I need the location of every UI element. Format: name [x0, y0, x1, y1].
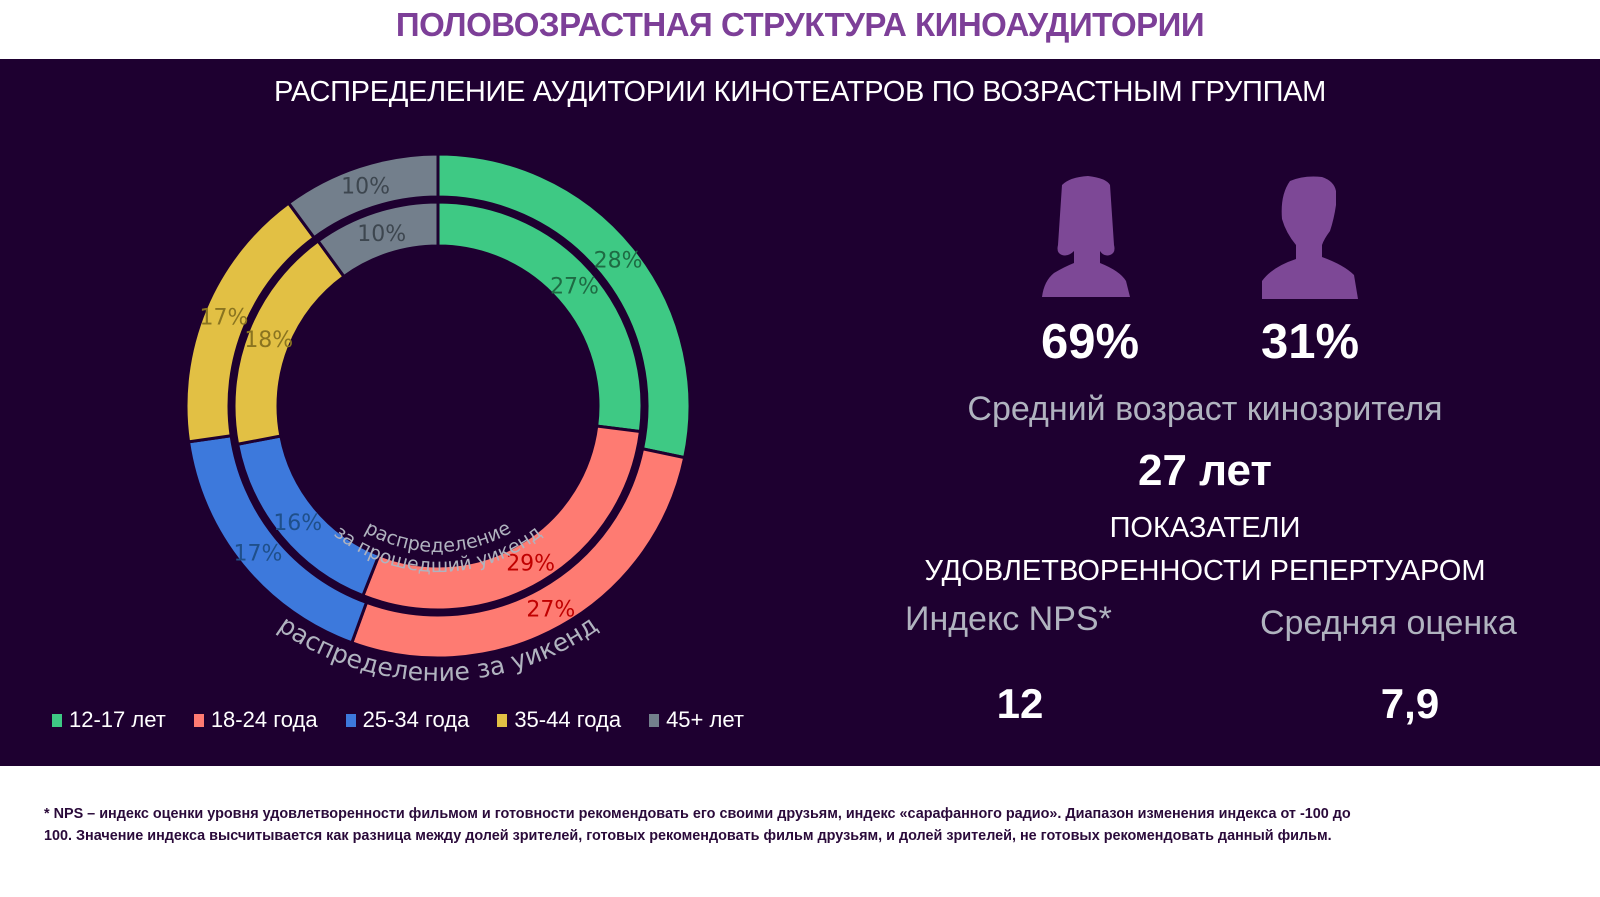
outer-slice-45+: [286, 152, 440, 240]
inner-slice-label: 18%: [244, 328, 293, 353]
rating-value: 7,9: [1380, 680, 1440, 727]
double-donut-chart: 28%27%17%17%10%27%29%16%18%10% распредел…: [184, 152, 692, 687]
inner-ring: [232, 200, 644, 612]
male-silhouette-icon: [1262, 176, 1358, 299]
legend-swatch: [345, 713, 356, 727]
legend-item: 35-44 года: [497, 707, 621, 733]
legend-label: 12-17 лет: [69, 707, 166, 732]
slice-labels: 28%27%17%17%10%27%29%16%18%10%: [200, 175, 643, 623]
legend-label: 25-34 года: [362, 707, 470, 732]
inner-slice-label: 16%: [273, 511, 322, 536]
outer-slice-label: 17%: [200, 305, 249, 330]
legend-swatch: [193, 713, 204, 727]
satisfaction-title-line1: ПОКАЗАТЕЛИ: [1109, 512, 1301, 544]
outer-slice-label: 28%: [594, 249, 643, 274]
chart-legend: 12-17 лет 18-24 года 25-34 года 35-44 го…: [52, 707, 744, 733]
avg-age-label: Средний возраст кинозрителя: [967, 390, 1443, 428]
legend-label: 35-44 года: [514, 707, 622, 732]
female-share: 69%: [1040, 315, 1140, 369]
legend-swatch: [497, 713, 508, 727]
footnote-line2: 100. Значение индекса высчитывается как …: [44, 828, 1332, 844]
nps-label: Индекс NPS*: [905, 600, 1112, 638]
legend-label: 45+ лет: [666, 707, 744, 732]
female-silhouette-icon: [1042, 176, 1130, 297]
legend-item: 25-34 года: [345, 707, 470, 733]
chart-title: РАСПРЕДЕЛЕНИЕ АУДИТОРИИ КИНОТЕАТРОВ ПО В…: [273, 76, 1327, 108]
legend-swatch: [649, 713, 660, 727]
outer-slice-label: 10%: [341, 175, 390, 200]
footnote-line1: * NPS – индекс оценки уровня удовлетворе…: [44, 806, 1351, 822]
footnote: * NPS – индекс оценки уровня удовлетворе…: [44, 803, 1564, 847]
legend-swatch: [52, 713, 62, 727]
outer-slice-label: 17%: [233, 541, 282, 566]
avg-age-value: 27 лет: [1138, 446, 1272, 495]
legend-item: 12-17 лет: [52, 707, 166, 733]
inner-slice-label: 29%: [506, 552, 555, 577]
legend-item: 45+ лет: [649, 707, 744, 733]
outer-slice-label: 27%: [526, 598, 575, 623]
page-title: ПОЛОВОЗРАСТНАЯ СТРУКТУРА КИНОАУДИТОРИИ: [395, 6, 1205, 43]
inner-slice-label: 10%: [357, 222, 406, 247]
inner-slice-45+: [315, 200, 440, 279]
nps-value: 12: [996, 680, 1044, 727]
outer-ring: [184, 152, 692, 660]
legend-item: 18-24 года: [193, 707, 318, 733]
satisfaction-title-line2: УДОВЛЕТВОРЕННОСТИ РЕПЕРТУАРОМ: [924, 555, 1486, 587]
chart-panel: РАСПРЕДЕЛЕНИЕ АУДИТОРИИ КИНОТЕАТРОВ ПО В…: [0, 59, 1600, 766]
inner-slice-label: 27%: [550, 275, 599, 300]
rating-label: Средняя оценка: [1260, 604, 1517, 642]
male-share: 31%: [1260, 315, 1360, 369]
legend-label: 18-24 года: [210, 707, 318, 732]
